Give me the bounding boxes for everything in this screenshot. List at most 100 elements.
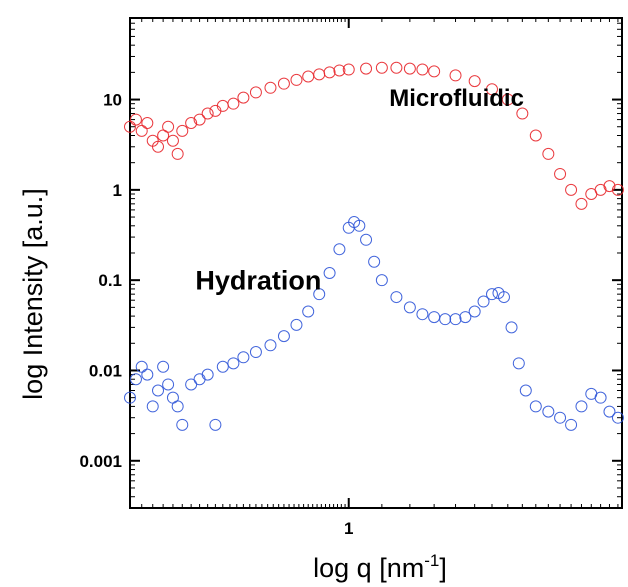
data-point [302, 305, 315, 318]
data-point [124, 391, 136, 404]
data-point [209, 104, 222, 117]
data-point [227, 357, 240, 370]
data-point [505, 321, 518, 334]
data-point [477, 295, 490, 308]
y-tick-label: 0.01 [89, 361, 122, 380]
plot-frame [129, 17, 623, 509]
minor-ticks [129, 18, 622, 509]
data-point [428, 311, 441, 324]
data-point [416, 63, 429, 76]
series-layer [124, 61, 624, 431]
data-point [416, 308, 429, 321]
data-point [249, 346, 262, 359]
data-point [497, 291, 510, 304]
annotations: Microfluidic Hydration [195, 85, 524, 296]
plot-frame-group [129, 17, 623, 509]
data-point [166, 391, 179, 404]
data-point [290, 73, 303, 86]
x-axis-title-main: log q [nm [313, 553, 424, 583]
data-point [141, 117, 154, 130]
data-point [185, 378, 198, 391]
data-point [375, 61, 388, 74]
data-point [342, 63, 355, 76]
data-point [141, 368, 154, 381]
data-point [575, 400, 588, 413]
data-point [152, 384, 165, 397]
data-point [565, 418, 578, 431]
data-point [302, 70, 315, 83]
data-point [333, 64, 346, 77]
data-point [290, 318, 303, 331]
data-point [313, 68, 326, 81]
x-axis-title-close: ] [439, 553, 447, 583]
y-axis-title: log Intensity [a.u.] [18, 188, 48, 400]
data-point [129, 113, 142, 126]
data-point [237, 351, 250, 364]
data-point [135, 360, 148, 373]
data-point [135, 124, 148, 137]
data-point [264, 339, 277, 352]
data-point [368, 255, 381, 268]
data-point [227, 97, 240, 110]
data-point [185, 117, 198, 130]
y-tick-label: 0.1 [98, 271, 122, 290]
data-point [519, 384, 532, 397]
major-ticks [130, 18, 622, 508]
data-point [575, 197, 588, 210]
data-point [353, 219, 366, 232]
data-point [449, 69, 462, 82]
data-point [333, 243, 346, 256]
data-point [323, 267, 336, 280]
data-point [501, 93, 514, 106]
series-1 [124, 61, 624, 210]
data-point [403, 62, 416, 75]
data-point [565, 183, 578, 196]
data-point [264, 81, 277, 94]
data-point [171, 147, 184, 160]
data-point [529, 400, 542, 413]
data-point [449, 313, 462, 326]
series-2 [124, 216, 624, 431]
data-point [554, 167, 567, 180]
data-point [176, 124, 189, 137]
data-point [216, 360, 229, 373]
data-point [459, 311, 472, 324]
data-point [146, 400, 159, 413]
data-point [512, 357, 525, 370]
data-point [428, 65, 441, 78]
data-point [237, 91, 250, 104]
data-point [323, 66, 336, 79]
data-point [403, 301, 416, 314]
data-point [554, 411, 567, 424]
y-tick-label: 10 [103, 91, 122, 110]
data-point [129, 373, 142, 386]
data-point [216, 99, 229, 112]
annotation-label: Hydration [195, 266, 321, 296]
data-point [468, 75, 481, 88]
data-point [277, 330, 290, 343]
data-point [360, 62, 373, 75]
x-axis-title: log q [nm-1] [313, 551, 447, 583]
data-point [375, 274, 388, 287]
data-point [611, 183, 624, 196]
data-point [313, 288, 326, 301]
data-point [209, 418, 222, 431]
y-tick-label: 0.001 [79, 452, 122, 471]
data-point [542, 405, 555, 418]
y-tick-label: 1 [113, 181, 122, 200]
data-point [193, 113, 206, 126]
x-tick-label: 1 [344, 519, 353, 538]
data-point [176, 418, 189, 431]
data-point [485, 288, 498, 301]
data-point [529, 129, 542, 142]
data-point [439, 313, 452, 326]
data-point [162, 120, 175, 133]
data-point [390, 61, 403, 74]
data-point [201, 107, 214, 120]
data-point [603, 405, 616, 418]
x-axis-title-superscript: -1 [424, 551, 439, 570]
data-point [152, 140, 165, 153]
data-point [277, 77, 290, 90]
data-point [157, 360, 170, 373]
